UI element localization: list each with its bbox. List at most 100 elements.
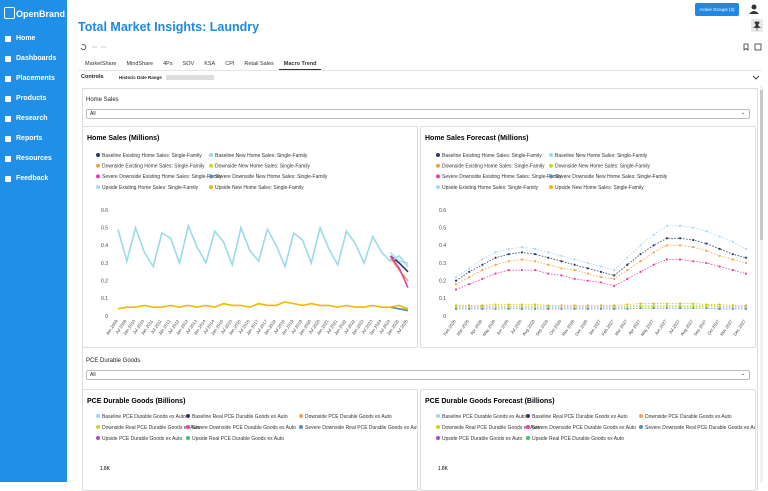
- series-point: [560, 306, 563, 309]
- nav-item[interactable]: Dashboards: [16, 55, 57, 62]
- series-point: [665, 224, 669, 227]
- nav-item[interactable]: Resources: [16, 155, 52, 162]
- chart-title: Home Sales Forecast (Millions): [425, 135, 528, 142]
- series-point: [692, 306, 695, 310]
- series-point: [481, 268, 484, 272]
- series-line: [455, 237, 747, 282]
- nav-item[interactable]: Feedback: [16, 175, 49, 182]
- nav-item[interactable]: Placements: [16, 75, 55, 82]
- series-point: [494, 306, 497, 309]
- tab[interactable]: MarketShare: [85, 61, 117, 67]
- legend-label: Upside Existing Home Sales: Single-Famil…: [442, 185, 539, 191]
- series-line: [455, 244, 747, 285]
- legend-swatch: [96, 425, 100, 429]
- series-point: [639, 260, 642, 263]
- series-point: [560, 267, 563, 270]
- series-point: [639, 305, 642, 308]
- y-tick-label: 0.6: [101, 208, 108, 214]
- series-point: [692, 302, 695, 305]
- series-point: [613, 304, 616, 307]
- series-point: [454, 306, 458, 309]
- tab[interactable]: CPI: [225, 61, 235, 67]
- tab[interactable]: Retail Sales: [244, 61, 274, 67]
- series-point: [560, 260, 563, 263]
- series-point: [678, 237, 682, 240]
- series-point: [705, 303, 708, 306]
- series-point: [547, 272, 550, 275]
- series-point: [705, 261, 708, 265]
- legend-swatch: [436, 163, 440, 168]
- user-icon[interactable]: [748, 3, 760, 15]
- legend-label: Upside PCE Durable Goods ex Auto: [102, 436, 183, 442]
- series-point: [533, 260, 537, 263]
- series-point: [547, 251, 550, 254]
- series-point: [744, 306, 748, 309]
- tab[interactable]: SOV: [182, 61, 195, 67]
- series-point: [494, 307, 497, 311]
- series-point: [560, 274, 563, 277]
- select-caret: ⌄: [741, 110, 746, 116]
- series-point: [520, 303, 524, 306]
- series-point: [560, 254, 563, 258]
- select-caret: ⌄: [741, 371, 746, 377]
- series-point: [520, 306, 524, 309]
- tab[interactable]: KSA: [204, 61, 216, 67]
- series-point: [573, 258, 576, 261]
- legend-swatch: [549, 185, 553, 190]
- tab[interactable]: Macro Trend: [278, 60, 322, 70]
- series-point: [454, 276, 458, 279]
- series-line: [389, 255, 409, 289]
- legend-label: Severe Downside New Home Sales: Single-F…: [555, 174, 668, 180]
- chart-card: PCE Durable Goods Forecast (Billions) Bas…: [420, 389, 756, 491]
- tabs: MarketShare MindShare 4Ps SOV KSA CPI Retail S…: [80, 60, 322, 70]
- nav-item[interactable]: Products: [16, 95, 47, 102]
- select[interactable]: All: [86, 370, 750, 380]
- x-tick-label: Jun 2026: [495, 318, 510, 336]
- active-groups-button[interactable]: Active Groups (3): [695, 3, 739, 16]
- tab[interactable]: MindShare: [126, 61, 154, 67]
- series-point: [586, 279, 589, 282]
- pin-button[interactable]: [751, 19, 763, 32]
- legend-label: Upside New Home Sales: Single-Family: [215, 185, 304, 191]
- series-point: [705, 249, 708, 252]
- toolbar-icons[interactable]: [742, 43, 766, 51]
- nav-item[interactable]: Reports: [16, 135, 43, 142]
- nav-item[interactable]: Research: [16, 115, 48, 122]
- chart: PCE Durable Goods Forecast (Billions) Bas…: [425, 398, 755, 472]
- nav-icon: [5, 96, 11, 102]
- series-point: [533, 303, 537, 306]
- series-point: [481, 306, 484, 309]
- series-point: [692, 238, 695, 242]
- series-point: [481, 304, 484, 307]
- series-point: [718, 247, 721, 250]
- series-point: [718, 265, 721, 268]
- nav-item[interactable]: Home: [16, 35, 36, 42]
- legend-swatch: [639, 414, 643, 418]
- select[interactable]: All: [86, 109, 750, 119]
- undo-redo[interactable]: [79, 43, 109, 51]
- series-point: [481, 307, 484, 311]
- series-point: [626, 306, 629, 309]
- series-point: [665, 306, 669, 310]
- x-tick-label: May 2027: [640, 318, 655, 337]
- page-title: Total Market Insights: Laundry: [78, 20, 260, 34]
- series-point: [692, 246, 695, 249]
- series-point: [678, 305, 682, 308]
- series-point: [599, 304, 603, 307]
- series-point: [639, 302, 642, 305]
- legend-swatch: [436, 436, 440, 440]
- tab[interactable]: 4Ps: [163, 61, 173, 67]
- series-point: [665, 244, 669, 247]
- series-line: [455, 225, 747, 278]
- series-point: [599, 281, 603, 284]
- legend-swatch: [96, 153, 100, 157]
- series-point: [494, 263, 497, 266]
- collapse-chevron[interactable]: [752, 73, 760, 81]
- series-point: [626, 263, 629, 266]
- legend-label: Severe Downside Real PCE Durable Goods e…: [645, 425, 755, 431]
- series-point: [744, 256, 748, 259]
- series-point: [520, 258, 524, 261]
- legend-label: Severe Downside Existing Home Sales: Sin…: [442, 174, 562, 180]
- nav-icon: [5, 76, 11, 82]
